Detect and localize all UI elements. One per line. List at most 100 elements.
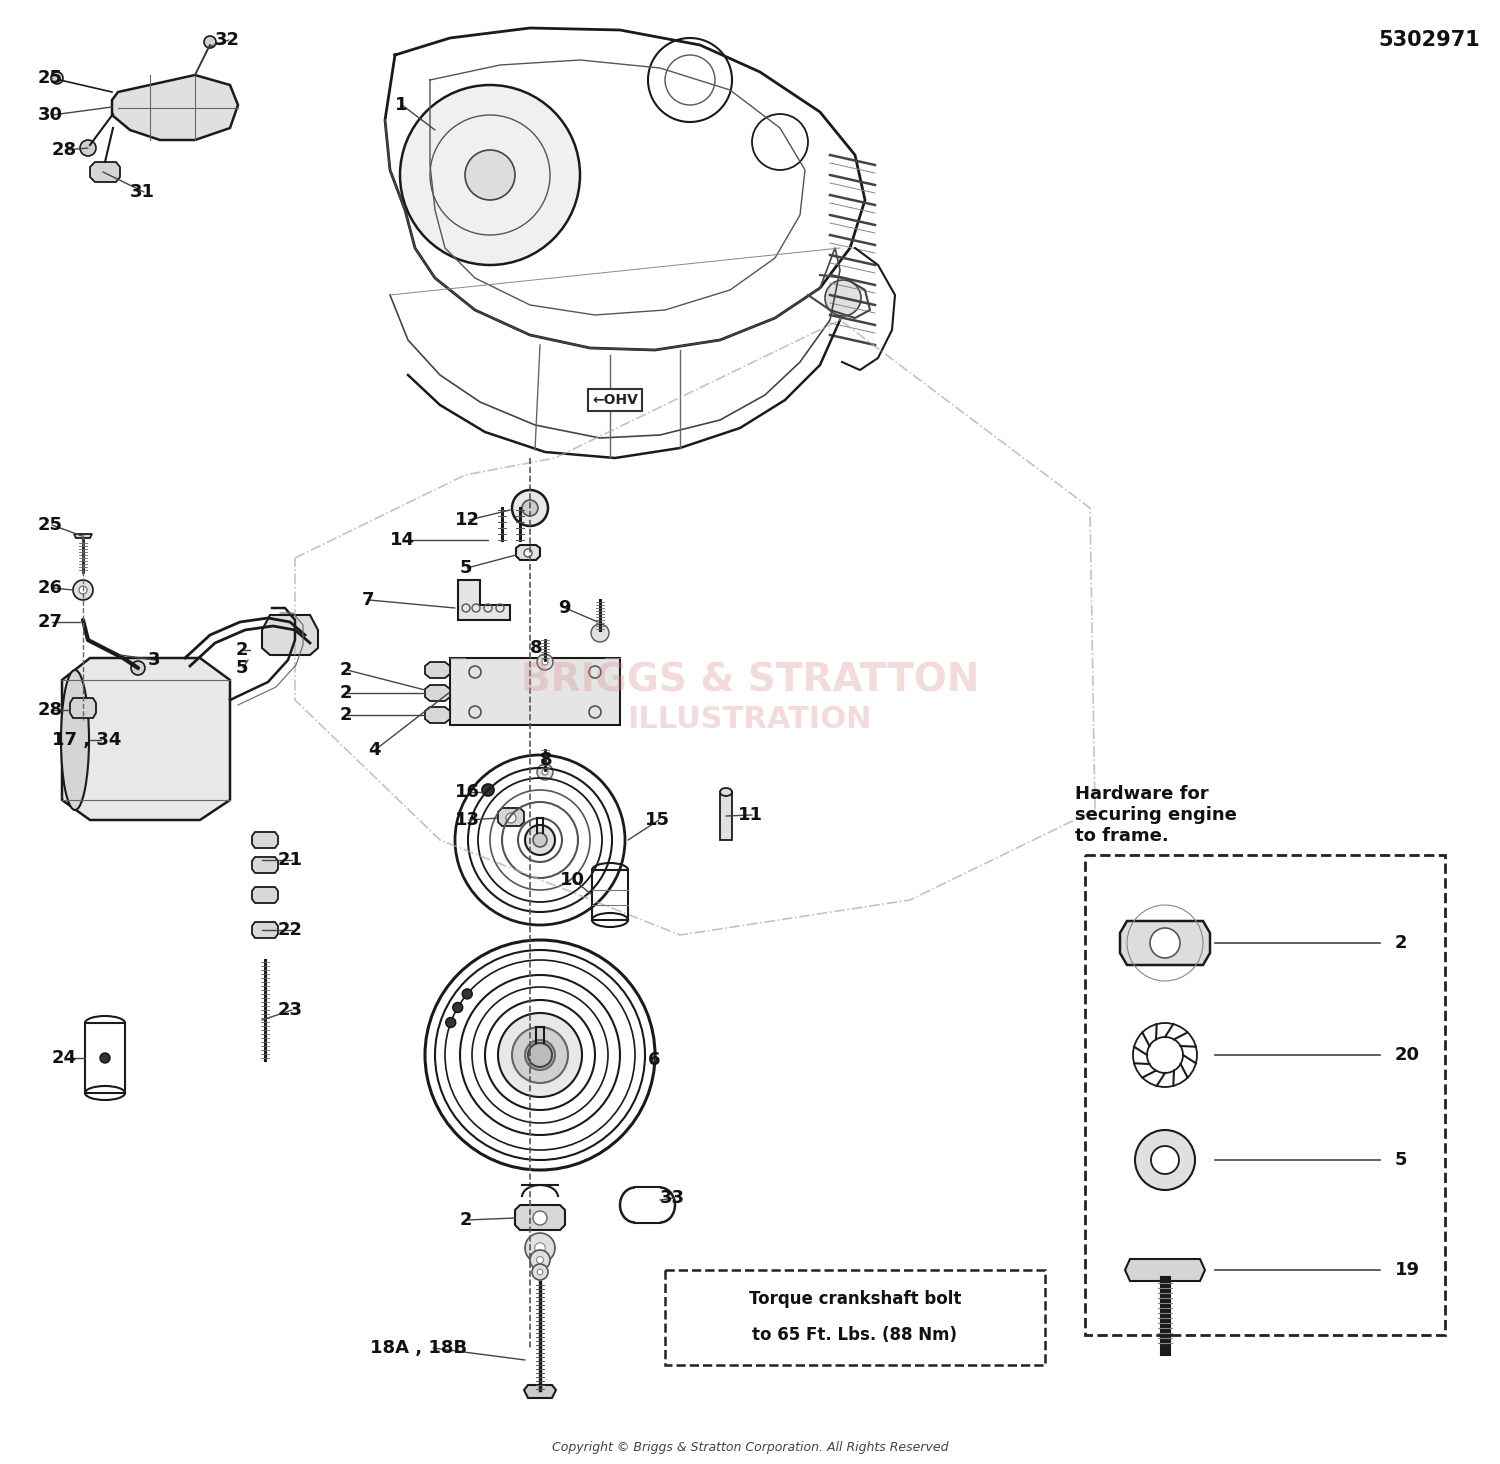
Circle shape [482, 785, 494, 796]
Circle shape [530, 1250, 550, 1269]
Text: 31: 31 [130, 183, 154, 201]
Text: 17 , 34: 17 , 34 [53, 731, 122, 750]
Text: 25: 25 [38, 69, 63, 86]
Bar [720, 792, 732, 840]
Polygon shape [252, 887, 278, 903]
Text: 21: 21 [278, 851, 303, 870]
Circle shape [453, 1003, 462, 1013]
Text: 2: 2 [340, 662, 352, 679]
Circle shape [525, 1233, 555, 1263]
Text: 19: 19 [1395, 1261, 1420, 1280]
Circle shape [525, 826, 555, 855]
Polygon shape [252, 856, 278, 873]
Text: 11: 11 [738, 807, 764, 824]
Circle shape [524, 549, 532, 556]
Circle shape [506, 813, 516, 823]
Circle shape [537, 1269, 543, 1275]
Text: 22: 22 [278, 921, 303, 938]
Polygon shape [424, 707, 450, 723]
Circle shape [525, 1039, 555, 1070]
Text: 14: 14 [390, 531, 416, 549]
Circle shape [204, 37, 216, 48]
Text: 5302971: 5302971 [1378, 29, 1480, 50]
Bar [664, 1269, 1046, 1364]
Text: 20: 20 [1395, 1045, 1420, 1064]
Polygon shape [112, 75, 238, 141]
Circle shape [534, 1243, 546, 1253]
Polygon shape [252, 832, 278, 848]
Circle shape [512, 1028, 568, 1083]
Circle shape [51, 72, 63, 83]
Bar [1084, 855, 1444, 1335]
Polygon shape [524, 1385, 556, 1398]
Text: 8: 8 [540, 751, 552, 769]
Text: 15: 15 [645, 811, 670, 829]
Text: 5: 5 [1395, 1151, 1407, 1168]
Text: 8: 8 [530, 638, 543, 657]
Text: 5: 5 [460, 559, 472, 577]
Circle shape [522, 501, 538, 515]
Text: 25: 25 [38, 515, 63, 534]
Text: 13: 13 [454, 811, 480, 829]
Circle shape [446, 1017, 456, 1028]
Polygon shape [516, 545, 540, 561]
Circle shape [74, 580, 93, 600]
Circle shape [400, 85, 580, 265]
Polygon shape [1125, 1259, 1204, 1281]
Text: to 65 Ft. Lbs. (88 Nm): to 65 Ft. Lbs. (88 Nm) [753, 1326, 957, 1344]
Text: 2: 2 [340, 706, 352, 725]
Polygon shape [498, 808, 523, 826]
Polygon shape [458, 580, 510, 619]
Circle shape [591, 624, 609, 643]
Text: 32: 32 [214, 31, 240, 48]
Text: 27: 27 [38, 613, 63, 631]
Circle shape [825, 280, 861, 316]
Polygon shape [514, 1205, 566, 1230]
Circle shape [532, 1211, 548, 1225]
Circle shape [462, 990, 472, 998]
Text: 10: 10 [560, 871, 585, 889]
Polygon shape [90, 163, 120, 182]
Text: 2: 2 [236, 641, 249, 659]
Circle shape [542, 659, 548, 665]
Text: 2: 2 [1395, 934, 1407, 952]
Circle shape [542, 769, 548, 774]
Text: 18A , 18B: 18A , 18B [370, 1340, 466, 1357]
Text: Torque crankshaft bolt: Torque crankshaft bolt [748, 1290, 962, 1309]
Text: 16: 16 [454, 783, 480, 801]
Text: 9: 9 [558, 599, 570, 616]
Text: 4: 4 [368, 741, 381, 758]
Circle shape [130, 662, 146, 675]
Text: 30: 30 [38, 105, 63, 124]
Polygon shape [74, 534, 92, 537]
Text: 24: 24 [53, 1050, 76, 1067]
Text: 28: 28 [38, 701, 63, 719]
Text: 12: 12 [454, 511, 480, 529]
Text: 28: 28 [53, 141, 76, 160]
Polygon shape [252, 922, 278, 938]
Polygon shape [424, 662, 450, 678]
Circle shape [537, 654, 554, 671]
Circle shape [512, 490, 548, 526]
Circle shape [1150, 1146, 1179, 1174]
Polygon shape [424, 685, 450, 701]
Circle shape [1136, 1130, 1196, 1190]
Text: 26: 26 [38, 578, 63, 597]
Text: 5: 5 [236, 659, 249, 676]
Circle shape [498, 1013, 582, 1097]
Text: 33: 33 [660, 1189, 686, 1206]
Text: ←OHV: ←OHV [592, 392, 638, 407]
Text: ILLUSTRATION: ILLUSTRATION [627, 706, 873, 735]
Text: 23: 23 [278, 1001, 303, 1019]
Text: Hardware for
securing engine
to frame.: Hardware for securing engine to frame. [1076, 785, 1238, 845]
Text: Copyright © Briggs & Stratton Corporation. All Rights Reserved: Copyright © Briggs & Stratton Corporatio… [552, 1442, 948, 1455]
Polygon shape [450, 657, 620, 725]
Circle shape [80, 586, 87, 594]
Circle shape [537, 764, 554, 780]
Circle shape [465, 149, 514, 201]
Text: 6: 6 [648, 1051, 660, 1069]
Ellipse shape [720, 788, 732, 796]
Ellipse shape [62, 671, 88, 810]
Text: 7: 7 [362, 591, 375, 609]
Circle shape [532, 1263, 548, 1280]
